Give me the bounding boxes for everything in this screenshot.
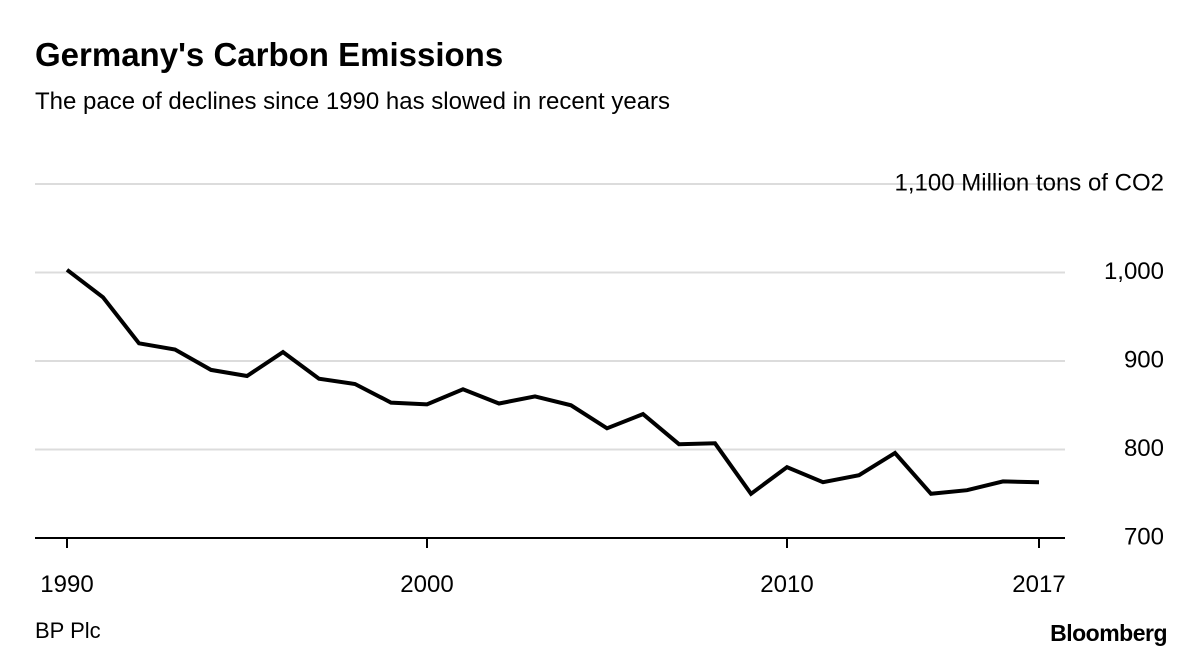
x-axis-label: 2010 [760,571,813,598]
chart-subtitle: The pace of declines since 1990 has slow… [35,88,671,115]
source-label: BP Plc [35,618,101,643]
x-axis-label: 2017 [1012,571,1065,598]
bloomberg-logo: Bloomberg [1050,620,1167,646]
y-axis-label: 800 [1124,435,1164,462]
emissions-line-series [65,268,1040,497]
x-axis-label: 2000 [400,571,453,598]
y-axis-label: 700 [1124,523,1164,550]
y-axis-label: 900 [1124,346,1164,373]
y-axis-label: 1,100 Million tons of CO2 [895,169,1164,196]
y-axis-label: 1,000 [1104,258,1164,285]
chart-title: Germany's Carbon Emissions [35,36,504,73]
x-axis-label: 1990 [40,571,93,598]
